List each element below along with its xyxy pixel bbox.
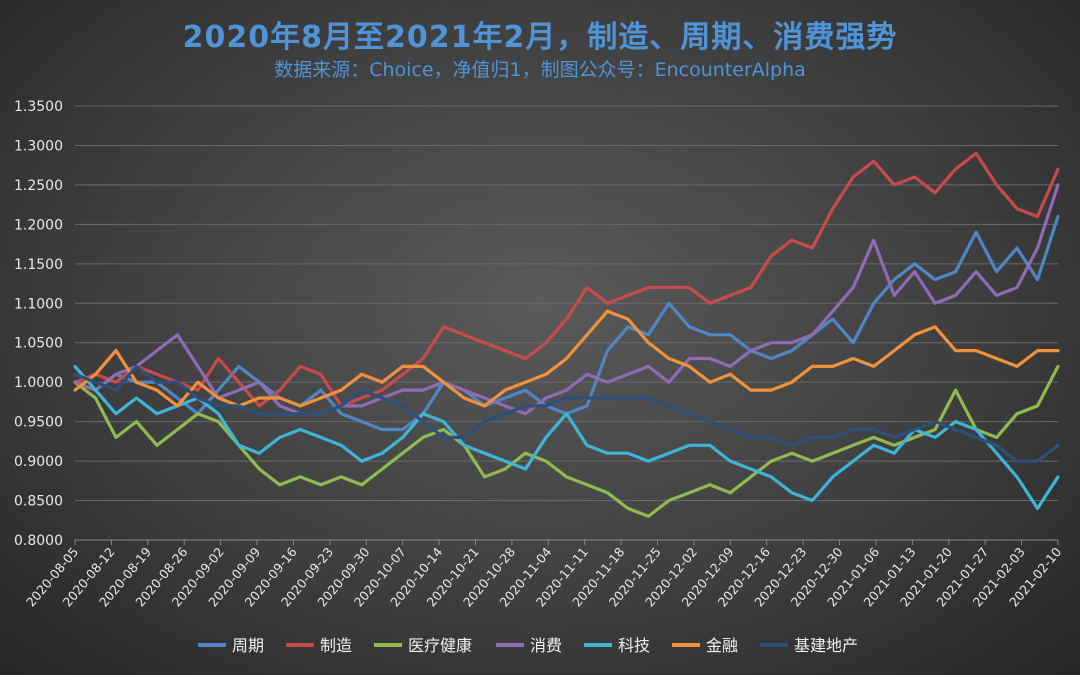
y-tick-label: 1.1500	[14, 257, 63, 273]
y-tick-label: 1.1000	[14, 296, 63, 312]
legend-label: 制造	[320, 636, 352, 655]
chart-subtitle: 数据来源：Choice，净值归1，制图公众号：EncounterAlpha	[274, 59, 806, 81]
legend-label: 金融	[706, 636, 738, 655]
y-tick-label: 0.8000	[14, 533, 63, 549]
y-tick-label: 1.3000	[14, 138, 63, 154]
y-tick-label: 1.3500	[14, 99, 63, 115]
y-tick-label: 1.0000	[14, 375, 63, 391]
legend-label: 基建地产	[794, 636, 858, 655]
series-line-基建地产	[73, 364, 1060, 463]
y-tick-label: 0.9500	[14, 415, 63, 431]
series-line-科技	[73, 364, 1060, 510]
y-tick-label: 1.2000	[14, 217, 63, 233]
y-tick-label: 1.0500	[14, 336, 63, 352]
legend-label: 医疗健康	[408, 636, 472, 655]
series-line-制造	[73, 151, 1060, 408]
y-tick-label: 0.9000	[14, 454, 63, 470]
legend-label: 周期	[232, 636, 264, 655]
series-line-消费	[73, 183, 1060, 416]
y-tick-label: 1.2500	[14, 178, 63, 194]
legend-label: 科技	[618, 636, 650, 655]
legend-label: 消费	[530, 636, 562, 655]
chart-title: 2020年8月至2021年2月，制造、周期、消费强势	[182, 20, 898, 55]
y-tick-label: 0.8500	[14, 494, 63, 510]
